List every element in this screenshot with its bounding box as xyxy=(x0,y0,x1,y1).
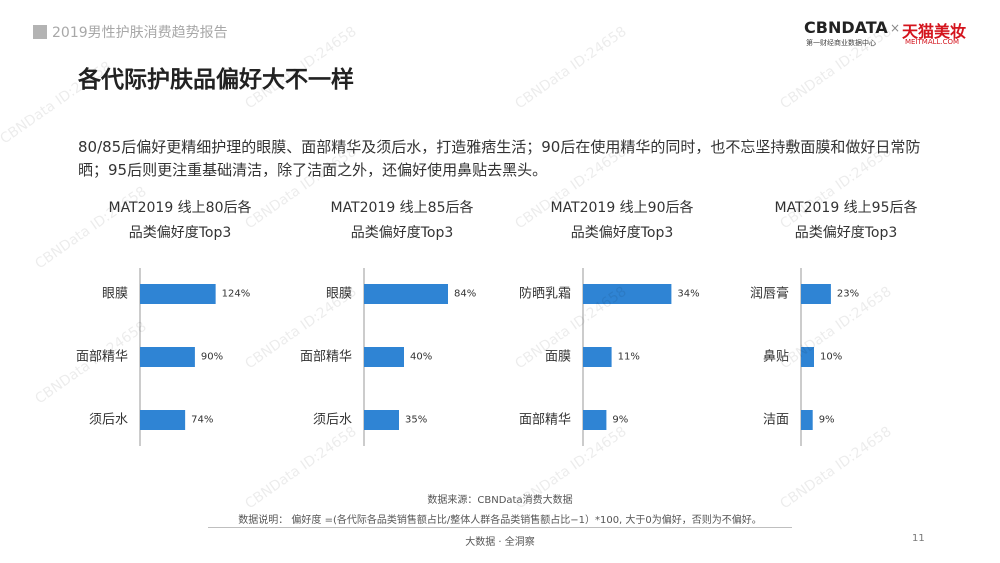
chart-bar xyxy=(140,347,195,367)
data-note: 数据说明： 偏好度 =(各代际各品类销售额占比/整体人群各品类销售额占比−1）*… xyxy=(238,515,762,526)
chart-title-line1: MAT2019 线上95后各 xyxy=(774,200,918,216)
chart-bar xyxy=(583,347,612,367)
category-label: 面膜 xyxy=(545,350,571,365)
category-label: 面部精华 xyxy=(300,350,352,365)
chart-title-95s: MAT2019 线上95后各 品类偏好度Top3 xyxy=(746,196,946,246)
logo-separator: × xyxy=(890,21,901,35)
category-label: 眼膜 xyxy=(102,287,128,302)
chart-title-line1: MAT2019 线上80后各 xyxy=(108,200,252,216)
chart-title-line2: 品类偏好度Top3 xyxy=(794,225,898,241)
category-label: 眼膜 xyxy=(326,287,352,302)
chart-title-line2: 品类偏好度Top3 xyxy=(350,225,454,241)
chart-bar xyxy=(364,284,448,304)
category-label: 防晒乳霜 xyxy=(519,286,571,302)
chart-bar xyxy=(140,410,186,430)
category-label: 面部精华 xyxy=(76,350,128,365)
category-label: 须后水 xyxy=(89,413,128,428)
category-label: 须后水 xyxy=(313,413,352,428)
chart-bar xyxy=(583,410,607,430)
value-label: 90% xyxy=(201,352,223,363)
chart-bar xyxy=(801,347,814,367)
cbndata-logo: CBNDATA xyxy=(804,18,888,37)
header-square-icon xyxy=(33,25,47,39)
chart-bar xyxy=(583,284,672,304)
chart-title-line1: MAT2019 线上90后各 xyxy=(550,200,694,216)
value-label: 9% xyxy=(819,415,835,426)
chart-title-line2: 品类偏好度Top3 xyxy=(570,225,674,241)
value-label: 40% xyxy=(410,352,432,363)
value-label: 84% xyxy=(454,289,476,300)
footer-divider xyxy=(208,527,792,528)
value-label: 9% xyxy=(612,415,628,426)
cbndata-logo-subtitle: 第一财经商业数据中心 xyxy=(806,39,876,47)
summary-paragraph: 80/85后偏好更精细护理的眼膜、面部精华及须后水，打造雅痞生活；90后在使用精… xyxy=(78,138,921,179)
chart-bar xyxy=(140,284,216,304)
value-label: 74% xyxy=(191,415,213,426)
value-label: 10% xyxy=(820,352,842,363)
data-source: 数据来源：CBNData消费大数据 xyxy=(427,495,573,506)
tmall-beauty-logo-subtitle: MEITMALL.COM xyxy=(905,38,960,46)
chart-title-85s: MAT2019 线上85后各 品类偏好度Top3 xyxy=(302,196,502,246)
tmall-beauty-logo: 天猫美妆 xyxy=(902,22,967,41)
chart-bar xyxy=(801,410,813,430)
value-label: 35% xyxy=(405,415,427,426)
chart-bar xyxy=(364,347,404,367)
page-number: 11 xyxy=(912,533,925,544)
chart-bar xyxy=(801,284,831,304)
category-label: 洁面 xyxy=(763,413,789,428)
chart-title-line1: MAT2019 线上85后各 xyxy=(330,200,474,216)
category-label: 面部精华 xyxy=(519,413,571,428)
value-label: 34% xyxy=(677,289,699,300)
category-label: 鼻贴 xyxy=(763,349,789,365)
value-label: 11% xyxy=(618,352,640,363)
value-label: 23% xyxy=(837,289,859,300)
report-title: 2019男性护肤消费趋势报告 xyxy=(52,25,228,41)
chart-title-line2: 品类偏好度Top3 xyxy=(128,225,232,241)
value-label: 124% xyxy=(222,289,251,300)
chart-title-80s: MAT2019 线上80后各 品类偏好度Top3 xyxy=(80,196,280,246)
chart-bar xyxy=(364,410,399,430)
page-title: 各代际护肤品偏好大不一样 xyxy=(78,67,354,93)
footer-slogan: 大数据 · 全洞察 xyxy=(465,537,535,548)
chart-title-90s: MAT2019 线上90后各 品类偏好度Top3 xyxy=(522,196,722,246)
category-label: 润唇膏 xyxy=(750,286,789,302)
partner-logos: CBNDATA 第一财经商业数据中心 × 天猫美妆 MEITMALL.COM xyxy=(804,18,974,48)
